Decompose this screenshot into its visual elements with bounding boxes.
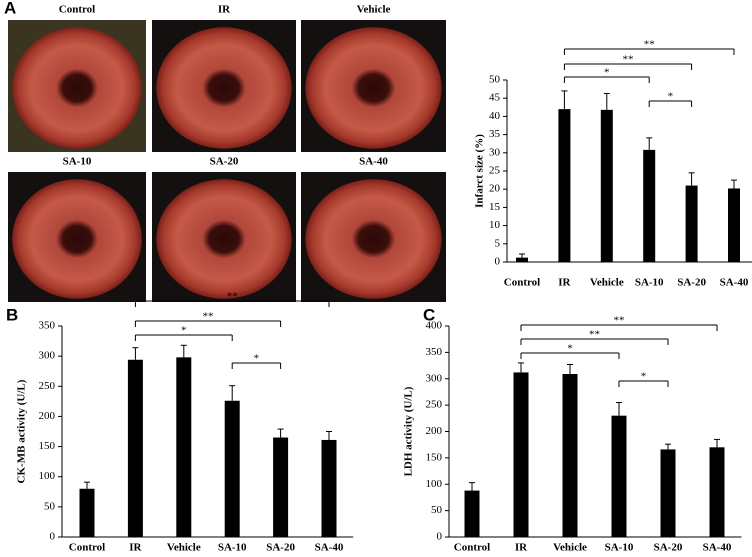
heart-slice xyxy=(305,27,442,149)
heart-slice xyxy=(156,27,292,149)
heart-slice xyxy=(12,179,142,299)
y-tick-label: 300 xyxy=(39,350,56,362)
x-tick-label: Vehicle xyxy=(167,542,201,554)
significance-label: ** xyxy=(614,315,625,327)
y-tick-label: 30 xyxy=(489,146,501,158)
y-tick-label: 40 xyxy=(489,110,501,122)
y-tick-label: 150 xyxy=(426,451,443,463)
bar xyxy=(321,439,337,537)
y-tick-label: 150 xyxy=(39,440,56,452)
y-tick-label: 250 xyxy=(39,380,56,392)
panel-label: C xyxy=(423,305,435,324)
y-tick-label: 100 xyxy=(426,478,443,490)
bar xyxy=(127,359,143,537)
heart-slice xyxy=(156,179,292,299)
x-tick-label: SA-20 xyxy=(677,277,706,289)
y-tick-label: 350 xyxy=(426,346,443,358)
bar xyxy=(660,449,676,537)
significance-label: ** xyxy=(623,54,634,66)
photo-label: SA-40 xyxy=(359,156,388,168)
bar xyxy=(464,490,480,537)
bar xyxy=(600,109,613,263)
x-tick-label: Vehicle xyxy=(590,277,624,289)
x-tick-label: IR xyxy=(129,542,142,554)
bar xyxy=(709,447,725,537)
y-tick-label: 250 xyxy=(426,399,443,411)
x-tick-label: SA-10 xyxy=(605,542,634,554)
y-tick-label: 200 xyxy=(426,425,443,437)
heart-slice xyxy=(12,27,142,149)
y-tick-label: 300 xyxy=(426,372,443,384)
y-tick-label: 0 xyxy=(437,531,443,543)
photo-label: IR xyxy=(218,4,231,16)
photo-label: Vehicle xyxy=(357,4,391,16)
significance-label: * xyxy=(254,353,260,365)
y-tick-label: 100 xyxy=(39,470,56,482)
photo-label: SA-20 xyxy=(210,156,239,168)
x-tick-label: SA-10 xyxy=(218,542,247,554)
y-tick-label: 0 xyxy=(495,256,501,268)
bar xyxy=(611,415,627,537)
y-tick-label: 25 xyxy=(489,165,501,177)
significance-label: * xyxy=(668,91,674,103)
panel-label: B xyxy=(6,305,18,324)
significance-label: ** xyxy=(644,39,655,51)
bar xyxy=(513,372,529,537)
y-tick-label: 200 xyxy=(39,410,56,422)
y-tick-label: 50 xyxy=(431,504,443,516)
photos: Control IR Vehicle SA-10 SA-20 SA-40 xyxy=(8,4,446,302)
bar xyxy=(558,109,571,263)
x-tick-label: Vehicle xyxy=(553,542,587,554)
photo-label: SA-10 xyxy=(63,156,92,168)
photo-label: Control xyxy=(59,4,95,16)
x-tick-label: SA-40 xyxy=(315,542,344,554)
panel-label: A xyxy=(4,0,16,17)
significance-label: * xyxy=(641,371,647,383)
x-tick-label: SA-20 xyxy=(654,542,683,554)
y-tick-label: 5 xyxy=(495,237,501,249)
x-tick-label: SA-40 xyxy=(720,277,749,289)
y-tick-label: 400 xyxy=(426,320,443,332)
y-axis-label: CK-MB activity (U/L) xyxy=(16,379,28,483)
x-tick-label: SA-20 xyxy=(266,542,295,554)
significance-label: * xyxy=(604,67,610,79)
heart-slice xyxy=(305,179,442,299)
y-tick-label: 10 xyxy=(489,219,501,231)
bar xyxy=(516,257,528,262)
x-tick-label: SA-10 xyxy=(635,277,664,289)
x-tick-label: IR xyxy=(558,277,571,289)
y-tick-label: 15 xyxy=(489,201,501,213)
significance-label: ** xyxy=(227,291,238,303)
bar xyxy=(79,488,95,537)
bar xyxy=(562,374,578,537)
bar xyxy=(643,149,656,262)
y-tick-label: 45 xyxy=(489,92,501,104)
y-tick-label: 350 xyxy=(39,320,56,332)
significance-label: * xyxy=(181,325,187,337)
significance-label: ** xyxy=(203,311,214,323)
y-axis-label: Infarct size (%) xyxy=(474,134,486,208)
x-tick-label: SA-40 xyxy=(703,542,732,554)
x-tick-label: Control xyxy=(504,277,540,289)
y-tick-label: 35 xyxy=(489,128,501,140)
x-tick-label: Control xyxy=(454,542,490,554)
x-tick-label: Control xyxy=(69,542,105,554)
y-tick-label: 50 xyxy=(44,500,56,512)
bar xyxy=(728,188,740,262)
y-tick-label: 0 xyxy=(50,531,56,543)
x-tick-label: IR xyxy=(515,542,528,554)
bar xyxy=(224,400,240,537)
y-tick-label: 50 xyxy=(489,74,501,86)
y-tick-label: 20 xyxy=(489,183,501,195)
bar xyxy=(273,437,289,537)
y-axis-label: LDH activity (U/L) xyxy=(403,386,415,476)
significance-label: * xyxy=(567,343,573,355)
bar xyxy=(176,357,192,537)
bar xyxy=(685,185,698,262)
significance-label: ** xyxy=(589,329,600,341)
